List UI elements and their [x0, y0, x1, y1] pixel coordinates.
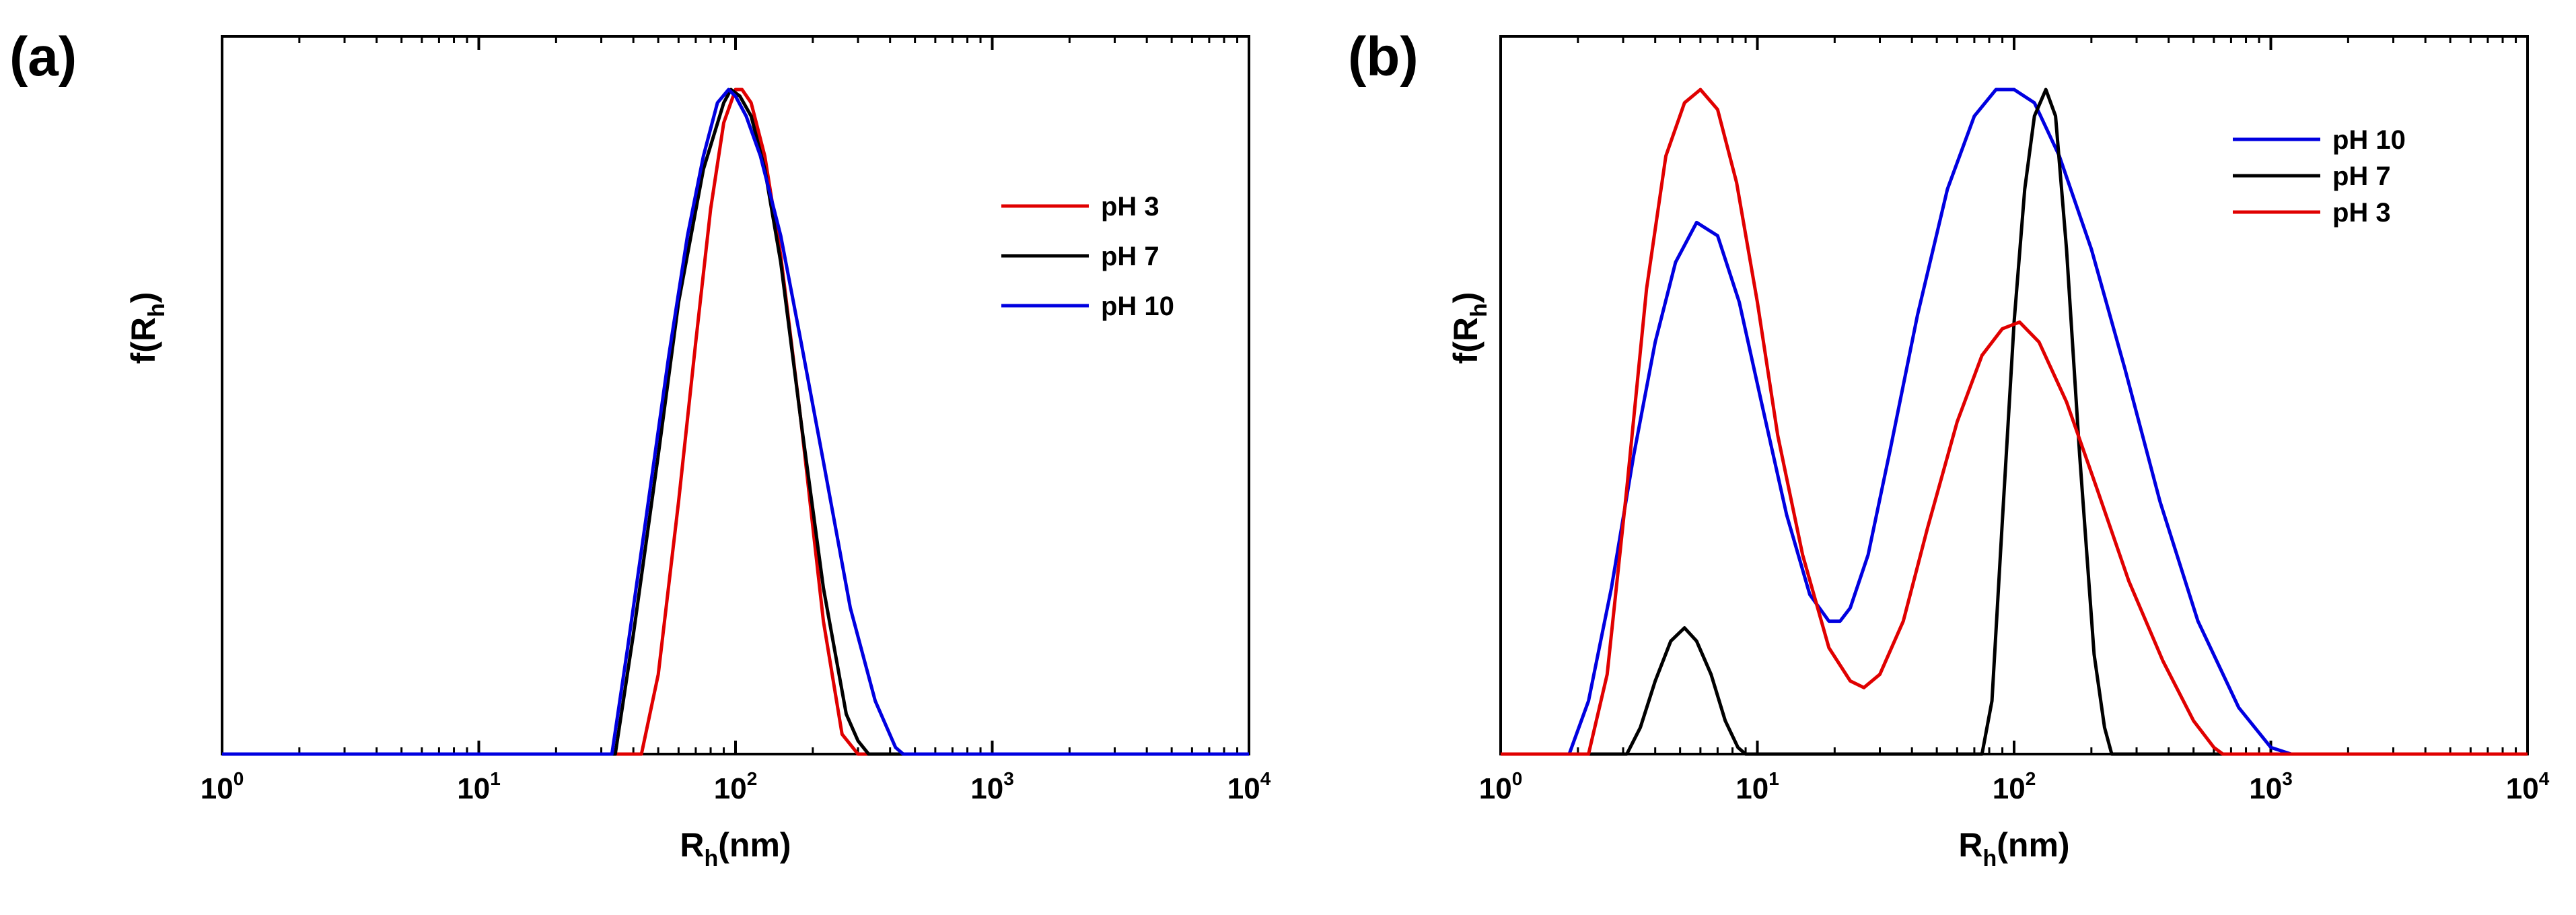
- legend: pH 3 pH 7 pH 10: [1001, 192, 1174, 321]
- x-tick-label: 104: [2506, 768, 2550, 805]
- x-tick-label: 104: [1227, 768, 1271, 805]
- y-axis-label: f(Rh): [1447, 292, 1492, 364]
- legend: pH 10 pH 7 pH 3: [2233, 125, 2406, 228]
- legend-label: pH 10: [2332, 125, 2406, 155]
- panel-label: (b): [1348, 26, 1419, 88]
- series-line-ph-7: [1501, 88, 2528, 756]
- x-tick-label: 103: [2249, 768, 2293, 805]
- x-tick-label: 100: [1479, 768, 1523, 805]
- x-tick-label: 101: [457, 768, 501, 805]
- legend-label: pH 3: [1101, 192, 1159, 222]
- plot-frame: [221, 35, 1250, 755]
- series-line-ph-10: [222, 88, 1249, 756]
- series-line-ph-3: [1501, 88, 2528, 756]
- x-axis-label: Rh(nm): [1958, 826, 2069, 871]
- x-tick-label: 102: [1993, 768, 2036, 805]
- y-axis-label: f(Rh): [124, 292, 170, 364]
- x-tick-label: 100: [201, 768, 244, 805]
- x-tick-label: 102: [714, 768, 758, 805]
- legend-label: pH 7: [1101, 242, 1159, 271]
- x-tick-label: 103: [970, 768, 1014, 805]
- legend-label: pH 3: [2332, 198, 2391, 228]
- x-tick-label: 101: [1736, 768, 1779, 805]
- series-line-ph-7: [222, 88, 1249, 756]
- legend-label: pH 10: [1101, 292, 1174, 321]
- series-line-ph-10: [1501, 88, 2528, 756]
- x-axis-label: Rh(nm): [680, 826, 791, 871]
- panel-label: (a): [9, 26, 77, 88]
- series-line-ph-3: [222, 88, 1249, 756]
- legend-label: pH 7: [2332, 162, 2391, 191]
